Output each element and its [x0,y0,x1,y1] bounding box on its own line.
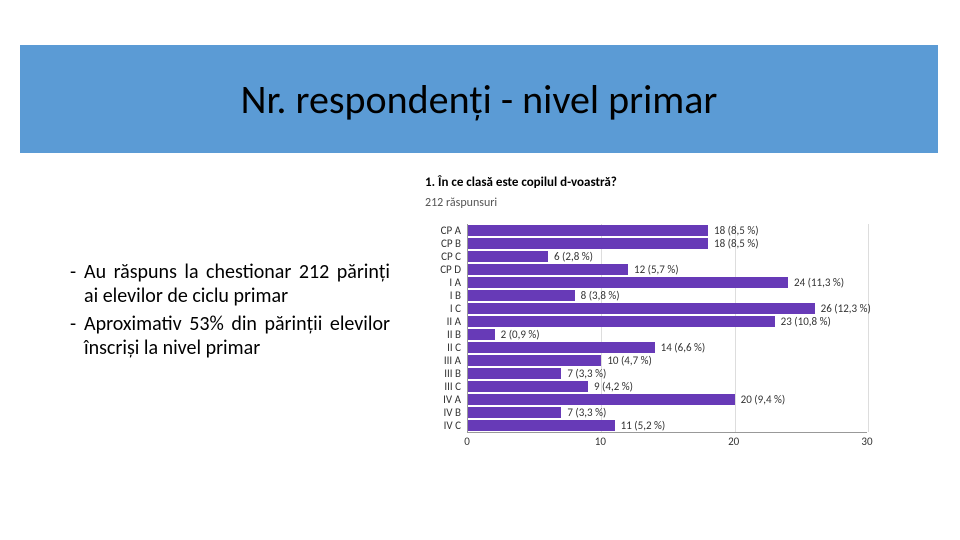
y-axis-label: CP D [425,263,461,276]
chart-plot: 18 (8,5 %)18 (8,5 %) 6 (2,8 %) 12 (5,7 %) 2… [467,224,915,432]
bar-value-label: 8 (3,8 %) [581,289,620,302]
bar-value-label: 18 (8,5 %) [714,224,759,237]
bar-value-label: 11 (5,2 %) [621,419,666,432]
x-axis-tick: 20 [728,435,739,448]
y-axis-label: II A [425,315,461,328]
bar-row: 9 (4,2 %) [468,380,915,393]
y-axis-label: III B [425,367,461,380]
chart-subtitle: 212 răspunsuri [425,196,935,210]
bar-value-label: 14 (6,6 %) [661,341,706,354]
bar-row: 12 (5,7 %) [468,263,915,276]
slide-title: Nr. respondenți - nivel primar [241,75,718,124]
y-axis-label: IV B [425,406,461,419]
y-axis-label: III C [425,380,461,393]
chart-question: 1. În ce clasă este copilul d-voastră? [425,175,935,190]
bar-value-label: 20 (9,4 %) [741,393,786,406]
bar-row: 10 (4,7 %) [468,354,915,367]
x-axis-tick: 30 [861,435,872,448]
bullet-dash: - [70,312,84,360]
bar [468,277,788,288]
bar-row: 8 (3,8 %) [468,289,915,302]
bar-row: 18 (8,5 %) [468,237,915,250]
y-axis-label: III A [425,354,461,367]
x-axis: 0102030 [467,432,867,452]
y-axis-label: IV A [425,393,461,406]
bar-chart: CP ACP BCP CCP DI AI BI CII AII BII CIII… [425,224,915,452]
bullet-text: Aproximativ 53% din părinții elevilor în… [84,312,390,360]
bar-value-label: 6 (2,8 %) [554,250,593,263]
bar-value-label: 7 (3,3 %) [567,406,606,419]
bar [468,381,588,392]
bar-row: 24 (11,3 %) [468,276,915,289]
bar [468,225,708,236]
bar-value-label: 23 (10,8 %) [781,315,831,328]
bullet-item: -Au răspuns la chestionar 212 părinți ai… [70,260,390,308]
bar-row: 18 (8,5 %) [468,224,915,237]
bar-value-label: 2 (0,9 %) [501,328,540,341]
chart-container: 1. În ce clasă este copilul d-voastră? 2… [425,175,935,452]
bar-value-label: 12 (5,7 %) [634,263,679,276]
bar-row: 26 (12,3 %) [468,302,915,315]
y-axis-label: CP A [425,224,461,237]
y-axis-label: I C [425,302,461,315]
y-axis-labels: CP ACP BCP CCP DI AI BI CII AII BII CIII… [425,224,467,432]
bar [468,238,708,249]
x-axis-tick: 10 [595,435,606,448]
bar-row: 11 (5,2 %) [468,419,915,432]
bar [468,329,495,340]
bar-value-label: 10 (4,7 %) [607,354,652,367]
bullet-dash: - [70,260,84,308]
chart-bars: 18 (8,5 %)18 (8,5 %) 6 (2,8 %) 12 (5,7 %) 2… [468,224,915,432]
y-axis-label: I A [425,276,461,289]
bar-row: 7 (3,3 %) [468,406,915,419]
bar-value-label: 24 (11,3 %) [794,276,844,289]
bar-row: 6 (2,8 %) [468,250,915,263]
y-axis-label: II C [425,341,461,354]
bar [468,355,601,366]
bar-value-label: 18 (8,5 %) [714,237,759,250]
bar-row: 14 (6,6 %) [468,341,915,354]
y-axis-label: CP B [425,237,461,250]
bar [468,368,561,379]
y-axis-label: IV C [425,419,461,432]
bar [468,303,815,314]
bar [468,251,548,262]
bar [468,290,575,301]
bar-value-label: 7 (3,3 %) [567,367,606,380]
bar [468,342,655,353]
x-axis-tick: 0 [464,435,470,448]
y-axis-label: CP C [425,250,461,263]
bar-row: 2 (0,9 %) [468,328,915,341]
bar-value-label: 26 (12,3 %) [821,302,871,315]
bullet-list: -Au răspuns la chestionar 212 părinți ai… [70,260,390,364]
y-axis-label: I B [425,289,461,302]
bullet-item: -Aproximativ 53% din părinții elevilor î… [70,312,390,360]
bar [468,420,615,431]
bullet-text: Au răspuns la chestionar 212 părinți ai … [84,260,390,308]
title-bar: Nr. respondenți - nivel primar [20,45,938,153]
bar [468,394,735,405]
bar-value-label: 9 (4,2 %) [594,380,633,393]
y-axis-label: II B [425,328,461,341]
bar [468,316,775,327]
bar-row: 20 (9,4 %) [468,393,915,406]
bar-row: 23 (10,8 %) [468,315,915,328]
bar [468,407,561,418]
bar-row: 7 (3,3 %) [468,367,915,380]
bar [468,264,628,275]
